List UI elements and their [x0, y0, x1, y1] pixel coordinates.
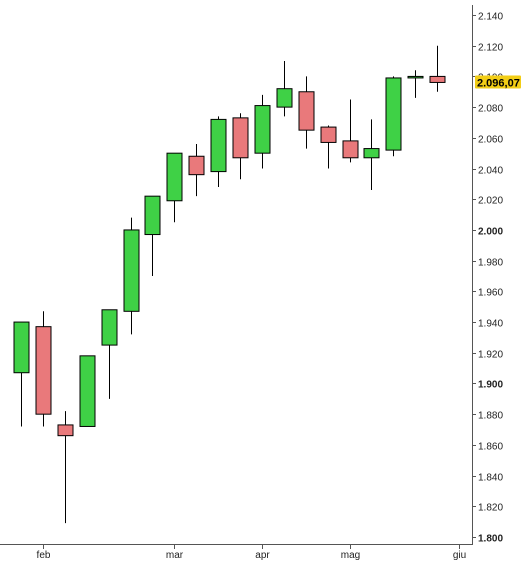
- candle-body-down: [35, 326, 52, 415]
- y-tick-label: 2.140: [478, 12, 503, 23]
- candle-body-up: [385, 77, 402, 151]
- y-tick-label: 1.940: [478, 319, 503, 330]
- axes-layer: [0, 5, 473, 545]
- candle-body-up: [101, 309, 118, 346]
- y-tick-label: 2.020: [478, 196, 503, 207]
- y-tick-label: 1.980: [478, 258, 503, 269]
- candle-body-up: [276, 88, 293, 108]
- candle: [144, 195, 161, 276]
- candle: [298, 76, 315, 149]
- y-tick-label: 1.860: [478, 442, 503, 453]
- candle-body-up: [166, 152, 183, 202]
- candle: [13, 321, 30, 427]
- last-value-layer: 2.096,07: [475, 75, 521, 89]
- last-value-box: [475, 75, 521, 89]
- candle: [232, 113, 249, 180]
- candle-body-up: [254, 105, 271, 154]
- candle-body-up: [407, 75, 424, 79]
- y-tick-label: 1.960: [478, 288, 503, 299]
- candle: [320, 125, 337, 169]
- candle: [363, 119, 380, 191]
- candle: [385, 76, 402, 157]
- candle: [210, 116, 227, 187]
- candle-body-up: [13, 321, 30, 374]
- candle-body-up: [79, 355, 96, 427]
- candle: [188, 143, 205, 197]
- candle-body-down: [232, 117, 249, 159]
- y-tick-label: 1.880: [478, 411, 503, 422]
- y-tick-label: 1.820: [478, 503, 503, 514]
- candle-body-down: [429, 75, 446, 83]
- candle-body-up: [123, 229, 140, 312]
- candle-body-up: [144, 195, 161, 236]
- candle-body-up: [363, 148, 380, 159]
- candle: [101, 309, 118, 399]
- y-tick-label: 1.920: [478, 350, 503, 361]
- candle: [79, 355, 96, 427]
- x-tick-label: apr: [255, 550, 270, 561]
- candle: [123, 217, 140, 335]
- y-ticks-layer: 2.1402.1202.1002.0802.0602.0402.0202.000…: [472, 12, 503, 545]
- y-tick-label: 1.900: [478, 380, 503, 391]
- candle-body-up: [210, 118, 227, 173]
- x-tick-label: mar: [166, 550, 184, 561]
- candles-layer: [13, 45, 446, 524]
- y-tick-label: 1.800: [478, 534, 503, 545]
- candle: [166, 152, 183, 223]
- candle: [57, 411, 74, 524]
- x-ticks-layer: feb mar apr mag giu: [37, 545, 466, 561]
- candle: [429, 45, 446, 92]
- candle-body-down: [320, 126, 337, 143]
- y-tick-label: 1.840: [478, 473, 503, 484]
- y-tick-label: 2.040: [478, 166, 503, 177]
- y-tick-label: 2.060: [478, 135, 503, 146]
- y-tick-label: 2.000: [478, 227, 503, 238]
- y-tick-label: 2.080: [478, 104, 503, 115]
- x-tick-label: giu: [453, 550, 466, 561]
- last-value-label: 2.096,07: [477, 77, 520, 89]
- candle-body-down: [298, 91, 315, 131]
- candle: [254, 94, 271, 169]
- x-tick-label: mag: [341, 550, 360, 561]
- candle: [342, 99, 359, 163]
- x-tick-label: feb: [37, 550, 51, 561]
- candle: [276, 61, 293, 117]
- candle-body-down: [342, 140, 359, 159]
- candle-body-down: [57, 424, 74, 437]
- candle: [407, 70, 424, 98]
- candle-body-down: [188, 155, 205, 176]
- y-tick-label: 2.120: [478, 43, 503, 54]
- candle: [35, 311, 52, 427]
